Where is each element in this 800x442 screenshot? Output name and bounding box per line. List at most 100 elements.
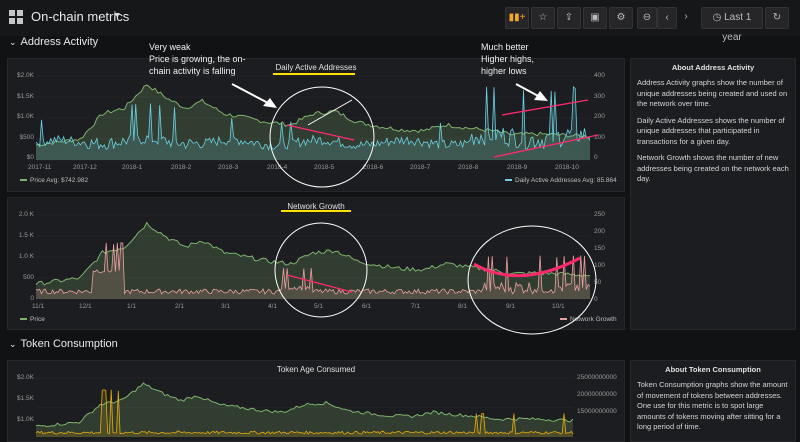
y-tick-label: $500: [19, 133, 34, 141]
x-tick-label: 2018-2: [171, 164, 192, 171]
refresh-button[interactable]: ↻: [765, 7, 789, 29]
yellow-underline: [273, 73, 355, 75]
y-tick-label: 300: [594, 92, 605, 100]
legend-price[interactable]: Price Avg: $742.982: [20, 177, 88, 184]
y-tick-label: 500: [23, 274, 34, 281]
panel-title[interactable]: Network Growth: [287, 202, 345, 211]
annotation-right: Much better Higher highs, higher lows: [481, 41, 534, 77]
legend-price[interactable]: Price: [20, 316, 45, 323]
settings-button[interactable]: ⚙: [609, 7, 633, 29]
dashboard-title[interactable]: On-chain metrics: [31, 9, 130, 24]
x-tick-label: 6/1: [362, 303, 372, 310]
yellow-underline: [281, 210, 351, 212]
x-tick-label: 9/1: [506, 303, 516, 310]
y-tick-label: $1.5K: [17, 395, 34, 402]
share-icon: ⇪: [564, 12, 574, 23]
price-area: [36, 383, 573, 437]
zoom-out-icon: ⊖: [642, 12, 652, 23]
info-paragraph: Network Growth shows the number of new a…: [637, 153, 789, 183]
y-tick-label: 100: [594, 133, 605, 141]
y-tick-label: 15000000000: [577, 408, 617, 415]
refresh-icon: ↻: [772, 12, 782, 23]
star-button[interactable]: ☆: [531, 7, 555, 29]
time-range-label: Last 1 year: [722, 12, 752, 43]
series-line: [35, 86, 591, 151]
annotation-left: Very weak Price is growing, the on- chai…: [149, 41, 246, 77]
x-tick-label: 2018-4: [267, 164, 288, 171]
x-tick-label: 2018-7: [410, 164, 431, 171]
trend-line-price: [307, 99, 353, 126]
x-tick-label: 8/1: [458, 303, 468, 310]
highlight-circle: [274, 222, 368, 318]
save-button[interactable]: ▣: [583, 7, 607, 29]
x-tick-label: 4/1: [268, 303, 278, 310]
legend-network-growth[interactable]: Network Growth: [560, 316, 617, 323]
y-tick-label: 0: [30, 295, 34, 302]
legend-swatch: [20, 318, 27, 321]
higher-lows-line: [493, 134, 599, 158]
chevron-down-icon: ⌄: [9, 339, 17, 349]
series-line: [35, 389, 574, 435]
x-tick-label: 1/1: [127, 303, 137, 310]
y-tick-label: 0: [594, 154, 598, 161]
star-icon: ☆: [538, 12, 548, 23]
x-tick-label: 11/1: [32, 303, 45, 310]
back-button[interactable]: ‹: [657, 7, 677, 29]
x-tick-label: 12/1: [79, 303, 92, 310]
y-tick-label: 100: [594, 262, 605, 269]
annotation-line: Price is growing, the on-: [149, 54, 246, 64]
top-navbar: On-chain metrics ▮▮+ ☆ ⇪ ▣ ⚙ ⊖ ‹ › ◷ Las…: [0, 0, 800, 43]
annotation-line: chain activity is falling: [149, 66, 236, 76]
arrow-head: [534, 91, 548, 101]
info-title: About Address Activity: [671, 63, 755, 72]
arrow-head: [263, 98, 277, 108]
row-token-consumption[interactable]: ⌄ Token Consumption: [9, 338, 118, 350]
legend-swatch: [560, 318, 567, 321]
info-paragraph: Address Activity graphs show the number …: [637, 78, 788, 108]
time-picker-button[interactable]: ◷ Last 1 year: [701, 7, 763, 43]
x-tick-label: 2018-3: [218, 164, 239, 171]
panel-title[interactable]: Token Age Consumed: [276, 365, 356, 374]
x-tick-label: 7/1: [411, 303, 421, 310]
trend-line-activity: [286, 124, 355, 141]
chevron-down-icon[interactable]: [114, 13, 120, 17]
series-line: [35, 242, 591, 295]
y-tick-label: 25000000000: [577, 374, 617, 381]
dashboard-grid-icon[interactable]: [9, 10, 23, 24]
about-address-activity-panel: About Address Activity Address Activity …: [630, 58, 796, 330]
higher-highs-line: [501, 99, 589, 116]
share-button[interactable]: ⇪: [557, 7, 581, 29]
legend-swatch: [20, 179, 27, 182]
x-tick-label: 2018-8: [458, 164, 479, 171]
x-tick-label: 2017-12: [73, 164, 97, 171]
network-growth-panel[interactable]: Network Growth: [7, 197, 625, 330]
x-tick-label: 2018-9: [507, 164, 528, 171]
y-tick-label: $0: [26, 154, 34, 161]
x-tick-label: 10/1: [552, 303, 565, 310]
add-panel-icon: ▮▮+: [508, 12, 526, 23]
x-tick-label: 2018-5: [314, 164, 335, 171]
trend-line-growth: [286, 274, 353, 293]
y-tick-label: $2.0K: [17, 72, 34, 79]
annotation-line: Very weak: [149, 42, 191, 52]
series-area: [36, 242, 590, 299]
forward-button[interactable]: ›: [677, 7, 695, 27]
price-area: [36, 222, 590, 299]
y-tick-label: 250: [594, 211, 605, 218]
x-tick-label: 2018-6: [363, 164, 384, 171]
add-panel-button[interactable]: ▮▮+: [505, 7, 529, 29]
legend-daily-active[interactable]: Daily Active Addresses Avg: 85.864: [505, 177, 617, 184]
y-tick-label: $1.5K: [17, 92, 34, 100]
zoom-out-button[interactable]: ⊖: [637, 7, 657, 29]
price-line: [35, 221, 591, 286]
annotation-line: higher lows: [481, 66, 527, 76]
y-tick-label: 2.0 K: [18, 211, 34, 218]
annotation-arrow: [231, 83, 271, 105]
row-address-activity[interactable]: ⌄ Address Activity: [9, 36, 99, 48]
y-tick-label: 400: [594, 72, 605, 79]
save-icon: ▣: [590, 12, 600, 23]
y-tick-label: $1.0K: [17, 113, 34, 120]
panel-title[interactable]: Daily Active Addresses: [275, 63, 357, 72]
annotation-arrow: [515, 83, 541, 98]
